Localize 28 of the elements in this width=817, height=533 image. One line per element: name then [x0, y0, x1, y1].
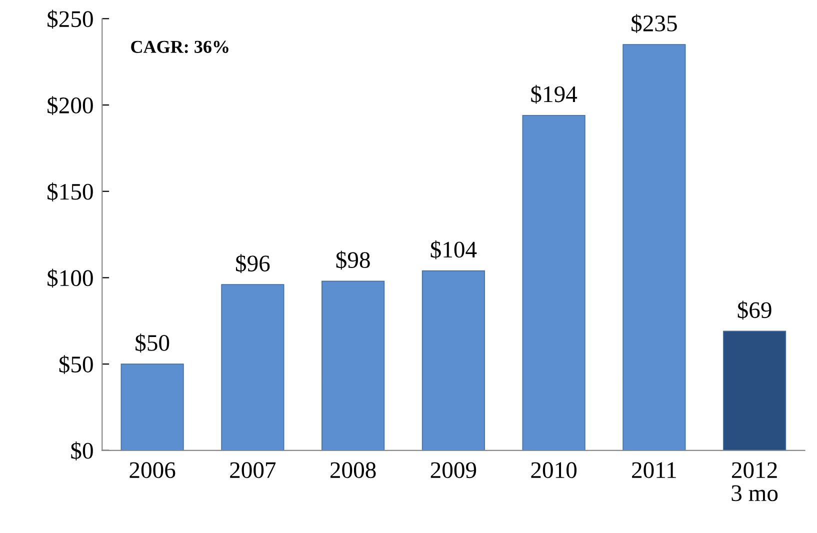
y-tick-label: $100	[48, 268, 93, 288]
bar	[422, 270, 485, 450]
y-tick-label: $0	[71, 441, 93, 460]
data-label: $69	[738, 300, 772, 320]
bar	[522, 114, 586, 450]
x-tick-label: 2010	[531, 462, 577, 478]
bar	[120, 364, 184, 450]
x-tick-label: 2007	[230, 462, 276, 478]
x-tick-label: 2012 3 mo	[732, 462, 778, 502]
data-label: $98	[336, 250, 370, 270]
data-label: $194	[531, 84, 578, 104]
data-label: $104	[430, 240, 477, 260]
x-tick-label: 2009	[430, 462, 476, 478]
bar	[723, 330, 786, 450]
x-tick-label: 2006	[130, 462, 176, 478]
annotation: CAGR: 36%	[131, 40, 228, 54]
y-tick-label: $150	[48, 182, 93, 202]
x-tick-label: 2011	[632, 462, 676, 478]
data-label: $50	[136, 334, 170, 352]
bar	[221, 284, 284, 450]
bar	[622, 44, 686, 450]
x-tick-label: 2008	[330, 462, 376, 478]
data-label: $96	[236, 254, 270, 274]
y-tick-label: $250	[48, 10, 93, 29]
bar	[322, 280, 385, 450]
data-label: $235	[632, 14, 677, 33]
y-tick-label: $200	[48, 96, 93, 115]
y-tick-label: $50	[59, 355, 93, 374]
